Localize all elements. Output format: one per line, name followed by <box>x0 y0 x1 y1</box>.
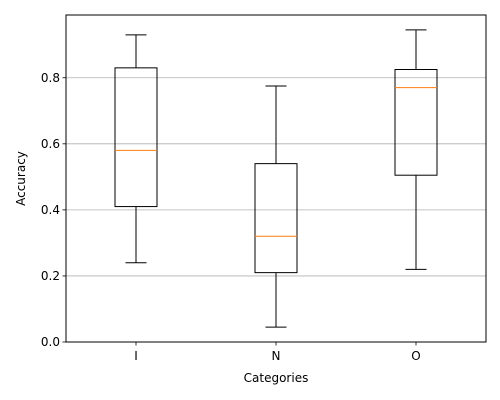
x-tick-label: N <box>272 349 281 363</box>
y-tick-label: 0.0 <box>41 335 60 349</box>
box-group <box>254 85 298 328</box>
box-group <box>114 34 158 264</box>
y-tick-label: 0.2 <box>41 269 60 283</box>
box-group <box>394 29 438 270</box>
y-tick-label: 0.6 <box>41 137 60 151</box>
box-body <box>254 163 298 274</box>
x-tick-label: I <box>134 349 138 363</box>
x-axis-title: Categories <box>244 371 309 385</box>
y-ticks: 0.0 0.2 0.4 0.6 0.8 <box>41 71 66 349</box>
box-body <box>394 69 438 176</box>
boxes <box>114 29 438 328</box>
box-body <box>114 67 158 208</box>
y-axis-title: Accuracy <box>14 151 28 206</box>
y-tick-label: 0.4 <box>41 203 60 217</box>
y-tick-label: 0.8 <box>41 71 60 85</box>
x-tick-label: O <box>411 349 420 363</box>
